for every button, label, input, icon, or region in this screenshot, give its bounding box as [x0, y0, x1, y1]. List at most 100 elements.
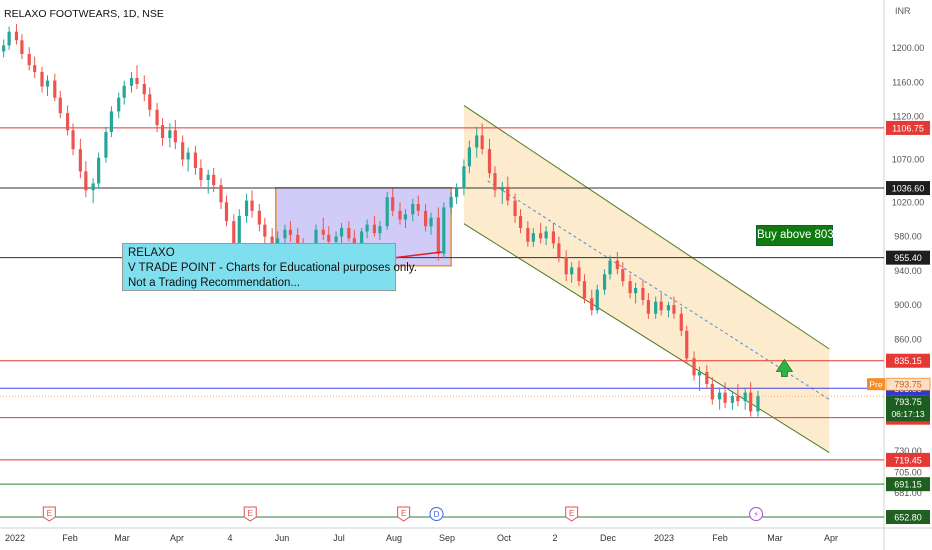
candle: [224, 195, 229, 227]
candle-body: [129, 78, 134, 86]
candle: [590, 289, 594, 316]
candle-body: [360, 231, 364, 244]
candle: [199, 159, 203, 187]
candle-body: [148, 94, 152, 110]
candle: [736, 384, 740, 407]
candle: [526, 221, 530, 247]
price-tag-bg: [886, 452, 930, 467]
dividend-icon: [429, 507, 444, 521]
x-tick-label: Apr: [824, 533, 838, 543]
price-tag-955.40: 955.40: [886, 250, 930, 265]
candle-body: [659, 301, 663, 311]
last-price-tag: 793.75 06:17:13: [886, 395, 930, 422]
candle-body: [45, 80, 50, 87]
y-tick-label: 980.00: [894, 232, 922, 242]
candle: [718, 387, 722, 410]
candle: [250, 190, 254, 218]
x-tick-label: Aug: [386, 533, 402, 543]
up-arrow-icon: [775, 358, 794, 377]
candle: [403, 209, 408, 228]
candle: [442, 202, 446, 258]
earnings-icon-label: E: [47, 509, 52, 518]
candle-body: [219, 185, 223, 203]
candle-body: [749, 392, 753, 412]
candle-body: [736, 396, 740, 402]
candle-body: [250, 200, 254, 211]
x-tick-label: Apr: [170, 533, 184, 543]
candle-body: [487, 149, 492, 174]
pre-badge-label: Pre: [869, 380, 883, 390]
candle-body: [270, 236, 274, 249]
candle-body: [615, 260, 619, 270]
candle-body: [398, 210, 402, 220]
price-tag-bg: [886, 477, 930, 492]
candle: [570, 262, 574, 283]
price-tag-text: 1106.75: [892, 123, 924, 133]
candle-body: [14, 31, 19, 41]
candle-body: [385, 197, 389, 227]
candle-body: [84, 171, 88, 191]
candle-body: [40, 72, 44, 87]
candle-body: [595, 289, 599, 311]
price-tag-text: 691.15: [894, 480, 922, 490]
candle: [749, 382, 753, 417]
candle: [142, 75, 146, 102]
candle: [557, 236, 561, 263]
candle-body: [168, 130, 172, 138]
x-axis: 2022 Feb Mar Apr 4 Jun Jul Aug Sep Oct 2 Dec 2023 Feb…: [5, 533, 838, 543]
buy-above-label: Buy above 803: [756, 225, 834, 246]
candle-body: [365, 224, 369, 232]
candle-body: [71, 130, 75, 150]
candle-body: [33, 65, 37, 72]
candle-body: [723, 392, 727, 403]
price-tag-bg: [886, 250, 930, 265]
earnings-icon-label: E: [569, 509, 574, 518]
candle-body: [621, 269, 625, 282]
price-tag-text: 835.15: [894, 356, 922, 366]
candle-body: [531, 233, 535, 242]
candle-body: [232, 221, 236, 251]
candle-body: [65, 113, 70, 131]
candle: [53, 73, 57, 102]
event-markers: E E E D E ⚡: [42, 506, 764, 522]
candle-body: [526, 228, 530, 242]
candle-body: [53, 80, 57, 98]
candle-body: [224, 202, 229, 222]
x-tick-label: 2023: [654, 533, 674, 543]
candle-body: [679, 313, 683, 331]
candle-body: [539, 233, 543, 239]
candle-body: [577, 267, 581, 282]
pre-badge: [867, 378, 885, 391]
candle: [104, 126, 108, 163]
candle-body: [570, 267, 574, 275]
y-tick-label: 1160.00: [892, 77, 924, 87]
candle-body: [257, 210, 261, 225]
candle: [480, 123, 484, 155]
candle: [27, 47, 31, 71]
candle: [7, 26, 11, 50]
candle-body: [160, 125, 165, 138]
candle: [212, 168, 216, 192]
candle-body: [7, 31, 11, 46]
candle-body: [475, 135, 479, 148]
candle: [551, 222, 556, 249]
candle-body: [756, 396, 760, 412]
candle: [544, 226, 548, 246]
candle: [621, 262, 625, 287]
candle: [2, 39, 6, 58]
candle-body: [564, 257, 568, 275]
candle-body: [27, 54, 31, 66]
candle-body: [263, 224, 267, 237]
candle: [705, 365, 709, 390]
price-tag-text: 955.40: [894, 253, 922, 263]
candle-body: [244, 200, 249, 216]
candle: [539, 222, 543, 244]
candle: [71, 123, 75, 156]
candle-body: [193, 152, 198, 168]
candle: [654, 296, 658, 319]
earnings-icon: [565, 506, 579, 522]
channel-lower-line: [463, 223, 830, 453]
candle-body: [557, 243, 561, 258]
candle-body: [500, 186, 504, 191]
